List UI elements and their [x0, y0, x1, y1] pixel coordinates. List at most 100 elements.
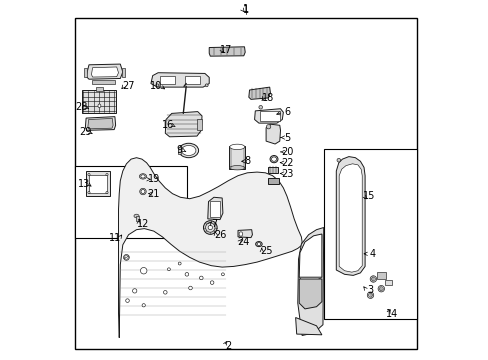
- Ellipse shape: [98, 104, 101, 108]
- Ellipse shape: [181, 145, 196, 156]
- Text: 6: 6: [284, 107, 290, 117]
- Text: 5: 5: [284, 132, 290, 143]
- Ellipse shape: [377, 285, 384, 292]
- Ellipse shape: [178, 262, 181, 265]
- Polygon shape: [339, 164, 362, 272]
- Bar: [267, 178, 278, 184]
- Ellipse shape: [368, 293, 371, 297]
- Text: 19: 19: [147, 174, 160, 184]
- Text: 1: 1: [243, 4, 249, 14]
- Text: 13: 13: [78, 179, 90, 189]
- Text: 17: 17: [219, 45, 231, 55]
- Text: 2: 2: [224, 341, 231, 351]
- Text: 22: 22: [281, 158, 293, 168]
- Ellipse shape: [163, 291, 167, 294]
- Ellipse shape: [185, 273, 188, 276]
- Ellipse shape: [255, 242, 262, 247]
- Text: 7: 7: [210, 219, 217, 229]
- Ellipse shape: [140, 188, 146, 195]
- Ellipse shape: [156, 84, 159, 87]
- Ellipse shape: [179, 143, 198, 158]
- Ellipse shape: [88, 192, 90, 194]
- Bar: [323, 149, 416, 319]
- Ellipse shape: [203, 221, 217, 234]
- Ellipse shape: [132, 289, 137, 293]
- Bar: [84, 68, 87, 77]
- Polygon shape: [85, 117, 115, 130]
- Text: 1: 1: [243, 5, 249, 15]
- Ellipse shape: [142, 303, 145, 307]
- Text: 24: 24: [237, 237, 249, 247]
- Polygon shape: [88, 118, 113, 129]
- Ellipse shape: [229, 144, 244, 150]
- Text: 18: 18: [261, 93, 273, 103]
- Polygon shape: [86, 64, 122, 79]
- Ellipse shape: [271, 157, 276, 161]
- Polygon shape: [299, 234, 321, 277]
- Polygon shape: [254, 109, 283, 123]
- Ellipse shape: [229, 166, 244, 170]
- Polygon shape: [151, 73, 209, 87]
- Ellipse shape: [88, 174, 90, 176]
- Ellipse shape: [199, 276, 203, 280]
- Ellipse shape: [371, 277, 374, 281]
- Ellipse shape: [208, 225, 212, 230]
- Ellipse shape: [269, 156, 277, 163]
- Bar: [122, 68, 124, 77]
- Bar: [184, 76, 200, 84]
- Bar: [91, 80, 115, 84]
- Polygon shape: [248, 87, 270, 99]
- Text: 14: 14: [385, 309, 397, 319]
- Ellipse shape: [205, 223, 215, 232]
- Ellipse shape: [239, 232, 242, 236]
- Text: 4: 4: [368, 249, 375, 259]
- Ellipse shape: [141, 189, 144, 194]
- Text: 9: 9: [176, 145, 182, 156]
- Bar: [376, 272, 385, 279]
- Text: 11: 11: [108, 233, 121, 243]
- Ellipse shape: [140, 267, 146, 274]
- Text: 8: 8: [244, 156, 250, 166]
- Ellipse shape: [106, 192, 108, 194]
- Text: 3: 3: [366, 285, 373, 295]
- Ellipse shape: [336, 158, 340, 162]
- Bar: [136, 216, 139, 221]
- Ellipse shape: [134, 214, 139, 218]
- Bar: [75, 166, 186, 238]
- Ellipse shape: [141, 175, 145, 178]
- Polygon shape: [299, 279, 321, 309]
- Text: 15: 15: [362, 191, 374, 201]
- Bar: [159, 76, 174, 84]
- Text: 20: 20: [281, 147, 293, 157]
- Ellipse shape: [188, 286, 192, 290]
- Polygon shape: [265, 124, 280, 144]
- Polygon shape: [118, 158, 302, 338]
- Ellipse shape: [379, 287, 382, 291]
- Bar: [86, 171, 109, 196]
- Text: 23: 23: [281, 168, 293, 179]
- Ellipse shape: [257, 243, 260, 246]
- Ellipse shape: [139, 174, 146, 179]
- Text: 25: 25: [259, 246, 272, 256]
- Ellipse shape: [106, 174, 108, 176]
- Ellipse shape: [266, 125, 270, 129]
- Polygon shape: [295, 318, 321, 335]
- Ellipse shape: [221, 273, 224, 276]
- Polygon shape: [299, 235, 321, 284]
- Ellipse shape: [123, 255, 129, 260]
- Bar: [384, 280, 392, 285]
- Bar: [229, 146, 245, 169]
- Text: 21: 21: [147, 189, 160, 199]
- Bar: [268, 167, 278, 173]
- Text: 27: 27: [122, 81, 135, 91]
- Ellipse shape: [366, 292, 373, 298]
- Polygon shape: [336, 157, 365, 275]
- Polygon shape: [91, 67, 118, 77]
- Ellipse shape: [125, 299, 129, 302]
- Ellipse shape: [369, 276, 376, 282]
- Bar: [96, 87, 102, 91]
- Polygon shape: [165, 112, 202, 137]
- Text: 28: 28: [76, 102, 88, 112]
- Bar: [196, 119, 202, 130]
- Bar: [89, 175, 106, 193]
